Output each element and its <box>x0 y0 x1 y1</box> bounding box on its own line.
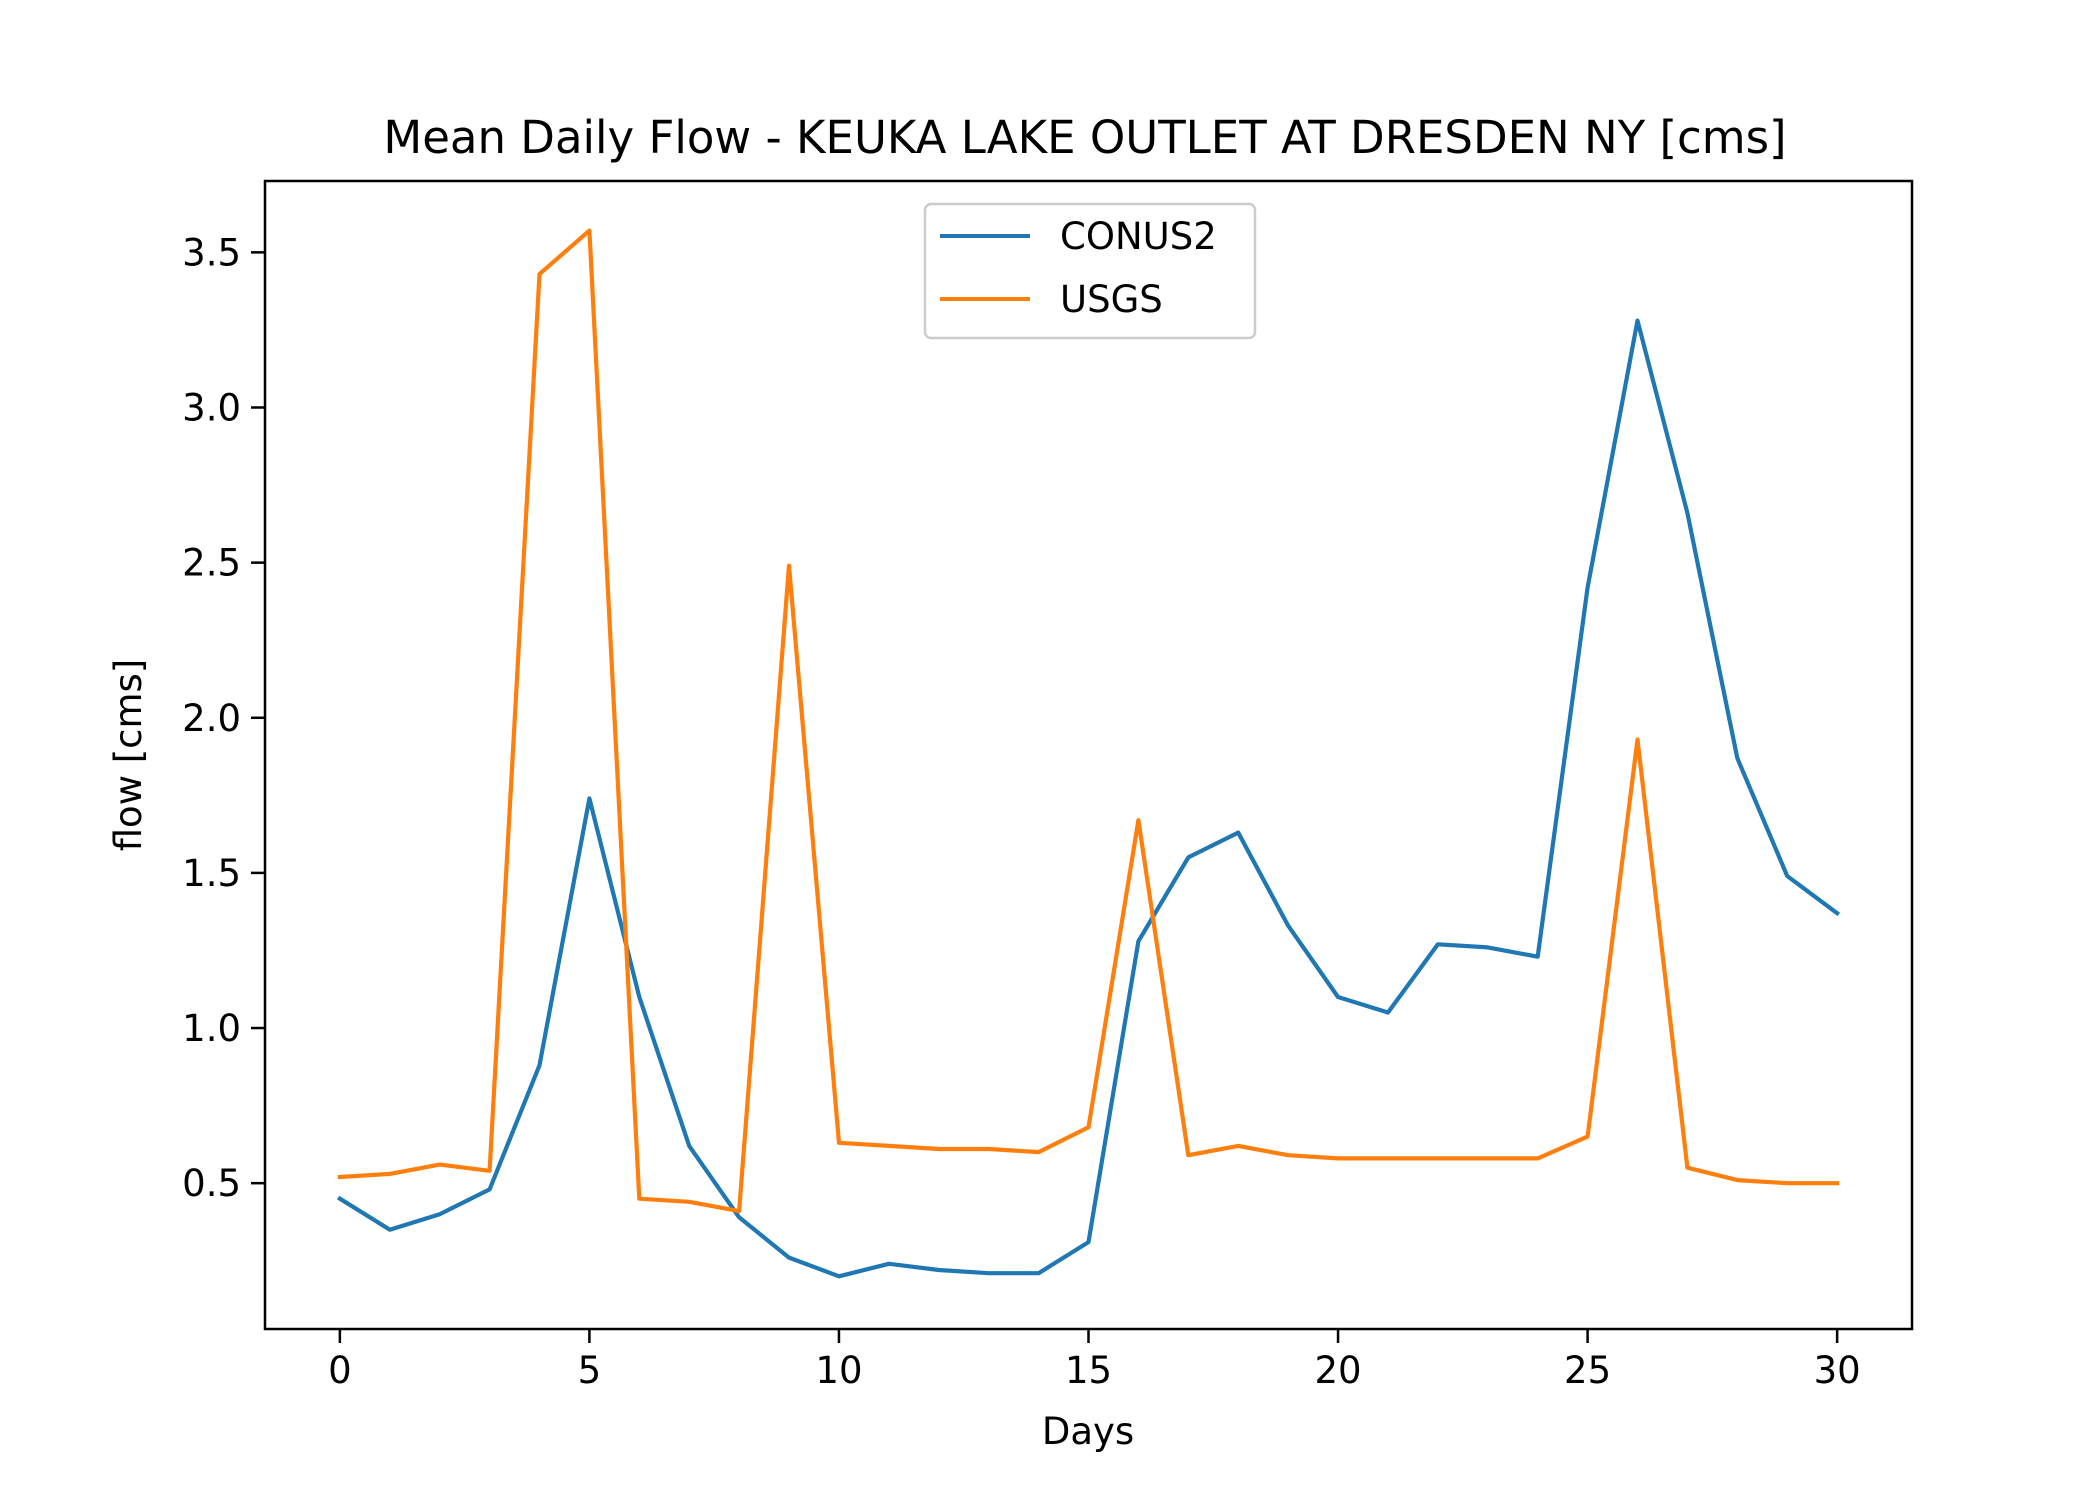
y-tick-label: 2.5 <box>182 542 241 585</box>
plot-lines <box>337 228 1841 1279</box>
x-tick-label: 5 <box>578 1349 602 1392</box>
x-tick-label: 20 <box>1314 1349 1361 1392</box>
y-axis-label: flow [cms] <box>107 659 150 852</box>
x-tick-label: 15 <box>1065 1349 1112 1392</box>
x-axis-label: Days <box>1042 1410 1134 1453</box>
y-tick-label: 1.5 <box>182 852 241 895</box>
y-tick-label: 3.5 <box>182 231 241 274</box>
chart-title: Mean Daily Flow - KEUKA LAKE OUTLET AT D… <box>383 111 1786 164</box>
series-line-usgs <box>337 228 1840 1214</box>
y-tick-label: 3.0 <box>182 386 241 429</box>
x-tick-label: 10 <box>815 1349 862 1392</box>
series-line-conus2 <box>337 318 1841 1279</box>
x-tick-label: 30 <box>1814 1349 1861 1392</box>
legend-label-conus2: CONUS2 <box>1060 215 1217 258</box>
x-tick-label: 0 <box>328 1349 352 1392</box>
legend-label-usgs: USGS <box>1060 278 1163 321</box>
legend: CONUS2 USGS <box>923 202 1257 340</box>
x-tick-label: 25 <box>1564 1349 1611 1392</box>
y-axis-ticks: 0.5 1.0 1.5 2.0 2.5 3.0 3.5 <box>182 231 265 1205</box>
y-tick-label: 1.0 <box>182 1007 241 1050</box>
y-tick-label: 2.0 <box>182 697 241 740</box>
y-tick-label: 0.5 <box>182 1162 241 1205</box>
x-axis-ticks: 0 5 10 15 20 25 30 <box>328 1329 1861 1392</box>
